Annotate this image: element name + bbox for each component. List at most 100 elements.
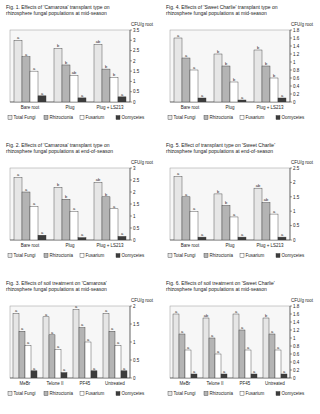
significance-letter: a <box>33 366 36 371</box>
plot-area <box>170 30 290 102</box>
plot-area <box>170 306 290 378</box>
bar <box>254 188 262 240</box>
legend-swatch <box>168 254 172 258</box>
y-tick-label: 0.8 <box>293 68 300 73</box>
bar <box>85 342 91 378</box>
legend-label: Fusarium <box>86 253 105 258</box>
significance-letter: a <box>201 93 204 98</box>
significance-letter: a <box>33 66 36 71</box>
significance-letter: b <box>217 189 220 194</box>
significance-letter: a <box>51 330 54 335</box>
y-tick <box>290 378 292 379</box>
significance-letter: a <box>63 367 66 372</box>
significance-letter: a <box>241 325 244 330</box>
bars <box>13 310 127 378</box>
y-tick-label: 0.6 <box>293 352 300 357</box>
bar <box>43 317 49 378</box>
bar <box>118 97 126 102</box>
significance-letter: a <box>185 192 188 197</box>
bar <box>190 211 198 240</box>
y-tick <box>130 216 132 217</box>
y-axis-label: CFU/g root <box>291 298 314 303</box>
y-tick-label: 0.5 <box>133 89 140 94</box>
significance-letter: a <box>281 93 284 98</box>
y-axis-label: CFU/g root <box>291 22 314 27</box>
bar <box>179 334 185 378</box>
y-tick-label: 3.5 <box>133 28 140 33</box>
bar <box>110 77 118 102</box>
significance-letter: a <box>185 53 188 58</box>
significance-letter: a <box>175 309 178 314</box>
y-tick <box>290 354 292 355</box>
y-tick-label: 0 <box>293 100 296 105</box>
bar <box>230 82 238 102</box>
legend-label: Oomycetes <box>122 253 146 258</box>
bar <box>109 331 115 378</box>
significance-letter: a <box>121 92 124 97</box>
y-tick <box>130 71 132 72</box>
y-tick-label: 0.5 <box>133 226 140 231</box>
y-tick-label: 3 <box>133 38 136 43</box>
significance-letter: a <box>233 212 236 217</box>
y-tick-label: 1.8 <box>293 304 300 309</box>
bar <box>49 335 55 378</box>
bar <box>54 49 62 102</box>
panel: Fig. 4. Effects of 'Sweet Charlie' trans… <box>166 4 314 120</box>
legend-swatch <box>204 254 208 258</box>
significance-letter: b <box>57 43 60 48</box>
x-tick-label: MeBr <box>180 381 191 386</box>
y-tick-label: 1.2 <box>293 52 300 57</box>
legend-swatch <box>276 254 280 258</box>
significance-letter: a <box>21 326 24 331</box>
significance-letter: a <box>15 308 18 313</box>
title-line: rhizosphere fungal populations at mid-se… <box>166 286 267 292</box>
bar <box>31 371 37 378</box>
bar <box>55 349 61 378</box>
legend-label: Rhizoctonia <box>50 391 74 396</box>
significance-letter: a <box>25 52 28 57</box>
significance-letter: b <box>105 64 108 69</box>
legend-swatch <box>116 116 120 120</box>
legend: Total FungiRhizoctoniaFusariumOomycetes <box>168 115 305 120</box>
y-axis <box>290 30 291 102</box>
legend-swatch <box>240 392 244 396</box>
legend-label: Total Fungi <box>14 391 36 396</box>
significance-letter: a <box>273 209 276 214</box>
y-tick-label: 2.5 <box>293 166 300 171</box>
bar <box>251 374 257 378</box>
y-tick-label: 0.2 <box>293 368 300 373</box>
y-tick-label: 1.4 <box>293 320 300 325</box>
significance-letter: a <box>193 369 196 374</box>
bar <box>54 187 62 240</box>
legend-label: Rhizoctonia <box>50 115 74 120</box>
bar <box>230 217 238 240</box>
significance-letter: a <box>217 349 220 354</box>
y-tick-label: 1.6 <box>293 36 300 41</box>
x-tick-label: Bare root <box>21 105 40 110</box>
y-tick <box>290 94 292 95</box>
bar <box>62 199 70 240</box>
x-tick-label: Plug + LS213 <box>96 105 124 110</box>
significance-letter: a <box>201 232 204 237</box>
bar <box>19 331 25 378</box>
bar <box>70 75 78 102</box>
legend-swatch <box>168 116 172 120</box>
bar <box>14 178 22 240</box>
significance-letter: a <box>27 340 30 345</box>
bar-letters: abbabbabbaaa <box>177 33 284 100</box>
bar <box>270 78 278 102</box>
title: Fig. 3. Effects of soil treatment on 'Ca… <box>6 280 107 292</box>
legend-label: Total Fungi <box>14 253 36 258</box>
y-tick-label: 0.2 <box>293 92 300 97</box>
bar <box>263 318 269 378</box>
y-tick-label: 2 <box>133 59 136 64</box>
y-tick <box>290 346 292 347</box>
y-tick <box>130 324 132 325</box>
legend-label: Fusarium <box>86 115 105 120</box>
y-tick-label: 2 <box>133 304 136 309</box>
bar <box>190 70 198 102</box>
x-tick-label: Plug + LS213 <box>256 243 284 248</box>
legend-label: Fusarium <box>86 391 105 396</box>
y-tick-label: 1.4 <box>293 44 300 49</box>
significance-letter: a <box>45 312 48 317</box>
